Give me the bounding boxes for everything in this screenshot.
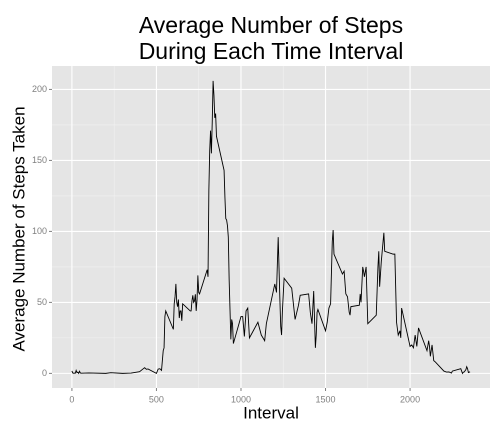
x-tick-label: 1500: [316, 394, 336, 404]
y-tick-label: 100: [32, 226, 47, 236]
x-axis-label: Interval: [243, 403, 299, 422]
x-tick-label: 1000: [231, 394, 251, 404]
y-axis-label: Average Number of Steps Taken: [9, 106, 28, 351]
y-tick-label: 50: [37, 297, 47, 307]
chart-title: Average Number of Steps During Each Time…: [138, 12, 404, 64]
data-line: [71, 80, 471, 375]
x-tick-label: 0: [69, 394, 74, 404]
y-tick-label: 150: [32, 155, 47, 165]
x-tick-label: 2000: [400, 394, 420, 404]
y-tick-label: 200: [32, 84, 47, 94]
plot-panel: [52, 66, 490, 388]
y-tick-label: 0: [42, 368, 47, 378]
x-tick-label: 500: [149, 394, 164, 404]
